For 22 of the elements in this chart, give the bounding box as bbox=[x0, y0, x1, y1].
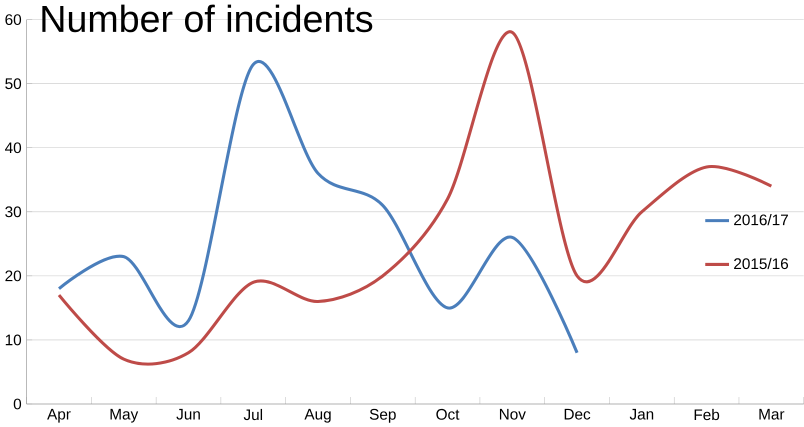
y-tick-label: 20 bbox=[5, 270, 22, 282]
y-tick-label: 50 bbox=[5, 78, 22, 89]
y-tick-label: 10 bbox=[6, 334, 22, 346]
y-tick-label: 60 bbox=[5, 14, 22, 25]
x-tick-label: Apr bbox=[47, 408, 71, 422]
y-tick-label: 0 bbox=[14, 398, 22, 410]
x-tick-label: May bbox=[110, 408, 138, 422]
x-tick-label: Oct bbox=[436, 408, 460, 420]
x-tick-label: Jun bbox=[176, 408, 200, 420]
x-tick-label: Mar bbox=[759, 408, 784, 420]
x-tick-label: Feb bbox=[694, 408, 720, 420]
y-tick-label: 40 bbox=[4, 142, 22, 153]
x-tick-label: Jan bbox=[630, 408, 654, 420]
y-tick-label: 30 bbox=[5, 206, 22, 218]
x-tick-label: Sep bbox=[370, 408, 396, 423]
x-tick-label: Jul bbox=[244, 408, 262, 420]
x-tick-label: Nov bbox=[500, 408, 526, 420]
x-tick-label: Aug bbox=[304, 408, 331, 422]
chart-title: Number of incidents bbox=[42, 4, 372, 32]
legend-label: 2015/16 bbox=[734, 258, 788, 269]
x-tick-label: Dec bbox=[564, 408, 590, 420]
legend-label: 2016/17 bbox=[734, 214, 788, 226]
